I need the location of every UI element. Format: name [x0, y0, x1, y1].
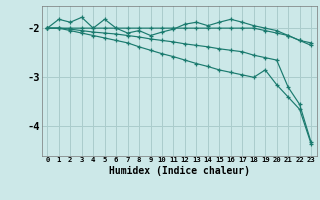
X-axis label: Humidex (Indice chaleur): Humidex (Indice chaleur): [109, 166, 250, 176]
